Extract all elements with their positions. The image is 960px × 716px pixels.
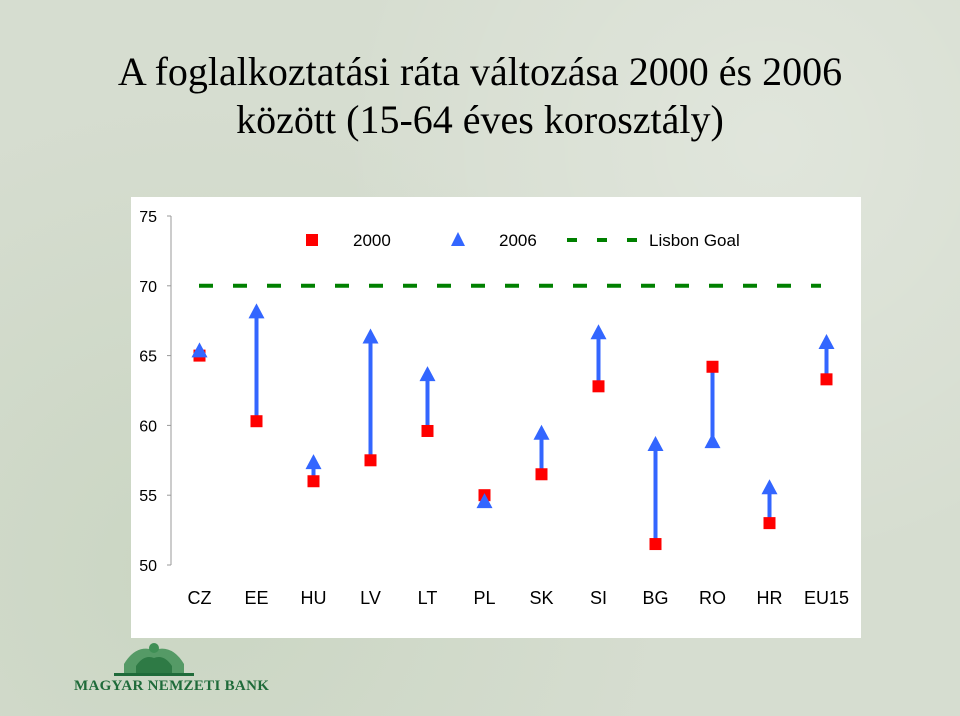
employment-rate-chart: 75 70 65 60 55 50 2000 2006 Lisbon Goal CZ EE HU L… bbox=[139, 209, 850, 608]
chart-legend: 2000 2006 Lisbon Goal bbox=[306, 231, 740, 250]
marker-2006-eu15 bbox=[818, 334, 835, 350]
y-tick-label: 75 bbox=[139, 209, 157, 226]
x-tick-label-lt: LT bbox=[418, 588, 438, 608]
legend-2006-swatch bbox=[451, 232, 465, 246]
marker-2000-sk bbox=[535, 468, 548, 481]
marker-2000-si bbox=[592, 380, 605, 393]
marker-2006-lt bbox=[419, 366, 436, 382]
y-tick-label: 60 bbox=[139, 418, 157, 435]
legend-2000-label: 2000 bbox=[353, 231, 391, 250]
marker-2006-pl bbox=[476, 493, 493, 509]
marker-2006-hu bbox=[305, 454, 322, 470]
x-tick-label-lv: LV bbox=[360, 588, 381, 608]
marker-2000-ee bbox=[250, 415, 263, 428]
marker-2006-ro bbox=[704, 433, 721, 449]
marker-2006-hr bbox=[761, 479, 778, 495]
title-line-2: között (15-64 éves korosztály) bbox=[236, 97, 724, 142]
x-tick-label-si: SI bbox=[590, 588, 607, 608]
change-arrows bbox=[197, 312, 829, 545]
legend-lisbon-label: Lisbon Goal bbox=[649, 231, 740, 250]
marker-2000-hu bbox=[307, 475, 320, 488]
marker-2000-lt bbox=[421, 424, 434, 437]
series-2000-markers bbox=[193, 349, 833, 551]
x-axis-labels: CZ EE HU LV LT PL SK SI BG RO HR EU15 bbox=[188, 588, 850, 608]
y-tick-label: 65 bbox=[139, 349, 157, 366]
x-tick-label-ro: RO bbox=[699, 588, 726, 608]
marker-2006-ee bbox=[248, 303, 265, 319]
marker-2000-ro bbox=[706, 360, 719, 373]
marker-2006-cz bbox=[191, 342, 208, 358]
legend-2006-label: 2006 bbox=[499, 231, 537, 250]
marker-2006-sk bbox=[533, 424, 550, 440]
x-tick-label-bg: BG bbox=[642, 588, 668, 608]
slide-title: A foglalkoztatási ráta változása 2000 és… bbox=[0, 48, 960, 144]
marker-2000-bg bbox=[649, 538, 662, 551]
chart-panel: 75 70 65 60 55 50 2000 2006 Lisbon Goal CZ EE HU L… bbox=[131, 197, 861, 638]
series-2006-markers bbox=[191, 303, 835, 509]
x-tick-label-hu: HU bbox=[301, 588, 327, 608]
title-line-1: A foglalkoztatási ráta változása 2000 és… bbox=[117, 49, 843, 94]
legend-2000-swatch bbox=[306, 234, 318, 246]
x-tick-label-eu15: EU15 bbox=[804, 588, 849, 608]
x-tick-label-hr: HR bbox=[757, 588, 783, 608]
mnb-logo: MAGYAR NEMZETI BANK bbox=[74, 638, 270, 702]
marker-2000-hr bbox=[763, 517, 776, 530]
logo-text: MAGYAR NEMZETI BANK bbox=[74, 678, 270, 694]
marker-2000-lv bbox=[364, 454, 377, 467]
x-tick-label-sk: SK bbox=[529, 588, 553, 608]
mnb-emblem-icon bbox=[114, 643, 194, 676]
y-tick-label: 70 bbox=[139, 279, 157, 296]
x-tick-label-pl: PL bbox=[473, 588, 495, 608]
marker-2006-si bbox=[590, 324, 607, 340]
x-tick-label-ee: EE bbox=[244, 588, 268, 608]
y-axis: 75 70 65 60 55 50 bbox=[139, 209, 172, 575]
y-tick-label: 50 bbox=[139, 558, 157, 575]
x-tick-label-cz: CZ bbox=[188, 588, 212, 608]
y-tick-label: 55 bbox=[139, 488, 157, 505]
marker-2006-bg bbox=[647, 435, 664, 451]
marker-2006-lv bbox=[362, 328, 379, 344]
marker-2000-eu15 bbox=[820, 373, 833, 386]
